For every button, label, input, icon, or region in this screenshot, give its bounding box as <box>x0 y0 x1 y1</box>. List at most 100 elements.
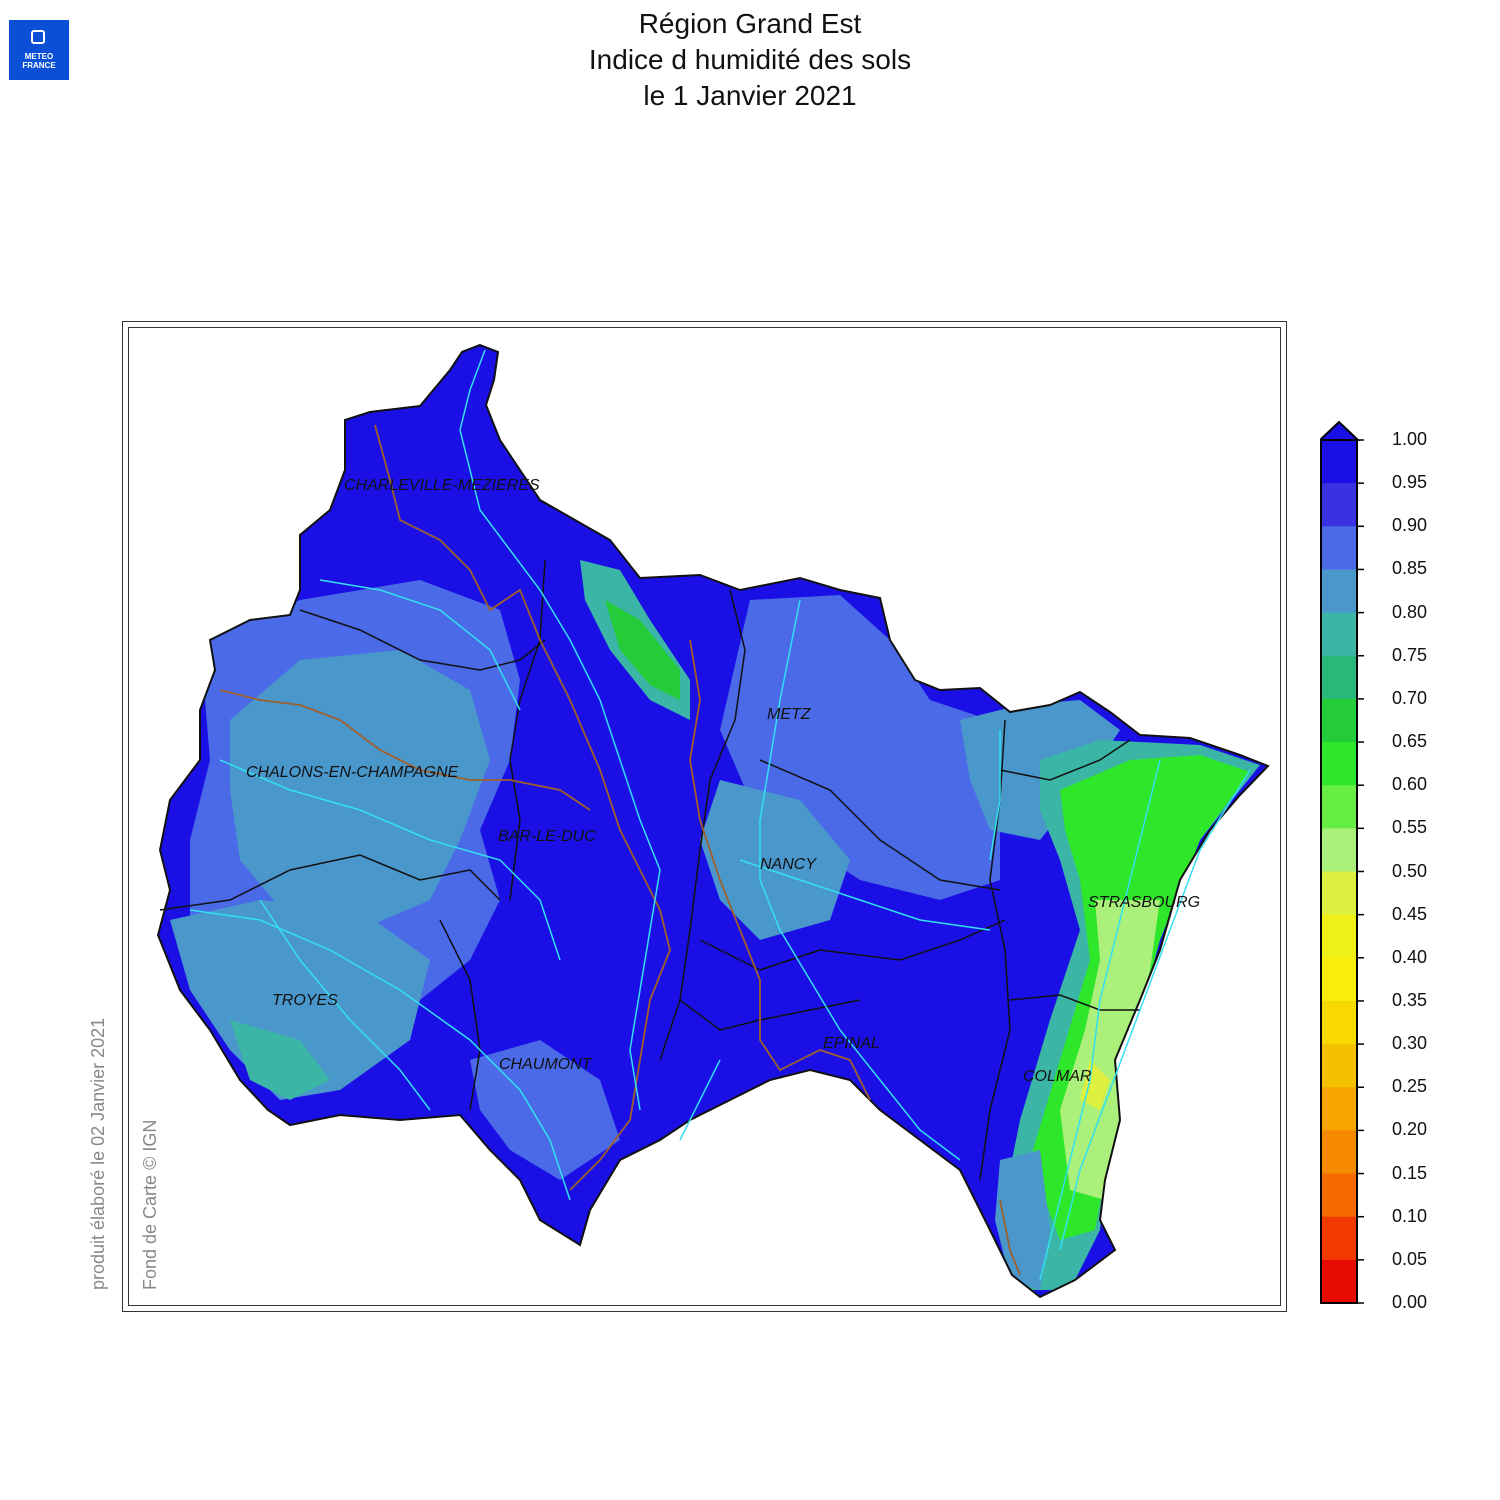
legend-tick-label: 0.40 <box>1392 946 1428 967</box>
map-frame-inner <box>128 327 1281 1306</box>
region-outline <box>156 343 1270 1299</box>
river-rhin <box>1059 769 1251 1251</box>
legend-tick-label: 0.50 <box>1392 860 1428 881</box>
river-aisne <box>319 579 521 711</box>
legend-swatch <box>1321 526 1357 570</box>
river-ill <box>1039 759 1161 1281</box>
river-moselle <box>759 599 961 1161</box>
map-title-variable: Indice d humidité des sols <box>588 44 912 75</box>
legend-tick-label: 0.25 <box>1392 1076 1428 1097</box>
zone-alsace-050 <box>1080 1060 1110 1110</box>
dept-border-bas-haut-rhin <box>1009 994 1140 1011</box>
river-saone <box>679 1059 721 1141</box>
legend-swatch <box>1321 1173 1357 1218</box>
legend-swatch <box>1321 655 1357 700</box>
legend-swatch <box>1321 1087 1357 1131</box>
legend-tick-label: 0.85 <box>1392 558 1428 579</box>
river-meuse <box>459 349 661 1111</box>
legend-tick-label: 0.55 <box>1392 817 1428 838</box>
legend-ticks <box>1357 439 1364 1304</box>
legend-swatch <box>1321 785 1357 829</box>
legend-tick-label: 0.60 <box>1392 774 1428 795</box>
legend-tick-label: 0.20 <box>1392 1119 1428 1140</box>
city-bar-le-duc: BAR-LE-DUC <box>498 828 596 845</box>
city-metz: METZ <box>767 706 812 723</box>
map-credit-text: Fond de Carte © IGN <box>140 1119 160 1290</box>
legend-tick-label: 0.65 <box>1392 731 1428 752</box>
legend-tick-label: 1.00 <box>1392 429 1428 449</box>
basin-border-meuse-moselle <box>689 639 871 1101</box>
legend-tick-label: 0.35 <box>1392 989 1428 1010</box>
city-nancy: NANCY <box>760 856 817 873</box>
rivers <box>189 349 1251 1281</box>
legend-swatch <box>1321 1259 1357 1304</box>
legend-swatch <box>1321 1130 1357 1175</box>
city-troyes: TROYES <box>272 992 338 1009</box>
legend-swatch <box>1321 828 1357 872</box>
dept-border-vosges-north <box>699 919 1006 971</box>
zone-troyes-080 <box>170 900 430 1100</box>
city-colmar: COLMAR <box>1023 1068 1092 1085</box>
basin-border-north <box>374 424 671 1191</box>
legend-extend-arrow-icon <box>1320 420 1361 441</box>
zone-chaumont-085 <box>470 1040 620 1180</box>
legend-swatch <box>1321 698 1357 743</box>
dept-border-meurthe-moselle <box>759 759 1001 891</box>
legend-tick-label: 0.05 <box>1392 1248 1428 1269</box>
legend-swatch <box>1321 914 1357 959</box>
zone-argonne-070 <box>605 600 680 700</box>
legend-tick-label: 0.15 <box>1392 1162 1428 1183</box>
zone-troyes-075 <box>230 1020 330 1100</box>
dept-border-ardennes-marne <box>299 609 546 671</box>
dept-border-moselle-basrhin <box>999 739 1131 781</box>
map-title-date: le 1 Janvier 2021 <box>643 80 857 111</box>
legend-tick-label: 0.90 <box>1392 515 1428 536</box>
logo-line2: FRANCE <box>22 61 56 70</box>
dept-border-marne-aube <box>159 854 501 911</box>
zone-nancy-080 <box>700 780 850 940</box>
city-chalons-en-champagne: CHALONS-EN-CHAMPAGNE <box>246 764 459 781</box>
river-marne <box>219 759 561 961</box>
legend-tick-label: 0.45 <box>1392 903 1428 924</box>
legend-swatch <box>1321 1044 1357 1088</box>
river-aube <box>259 899 431 1111</box>
moisture-field <box>156 343 1270 1299</box>
city-epinal: EPINAL <box>823 1035 880 1052</box>
basin-border-south <box>999 1199 1021 1276</box>
legend-swatches <box>1321 440 1357 1304</box>
basin-borders <box>219 424 1021 1276</box>
map-title-region: Région Grand Est <box>638 8 862 39</box>
meteo-france-logo: METEO FRANCE <box>9 20 69 80</box>
legend-swatch <box>1321 1000 1357 1045</box>
city-strasbourg: STRASBOURG <box>1088 894 1200 911</box>
legend-swatch <box>1321 742 1357 786</box>
basin-border-west <box>219 689 591 811</box>
legend-swatch <box>1321 612 1357 657</box>
dept-border-aube-hautemarne <box>439 919 481 1111</box>
city-labels: CHARLEVILLE-MEZIERES METZ CHALONS-EN-CHA… <box>246 477 1200 1085</box>
city-charleville-mezieres: CHARLEVILLE-MEZIERES <box>344 477 540 494</box>
dept-border-meuse-east <box>659 589 746 1061</box>
legend-swatch <box>1321 871 1357 916</box>
zone-south-alsace-080 <box>995 1150 1050 1290</box>
legend-swatch <box>1321 957 1357 1002</box>
logo-mark-icon <box>31 30 45 44</box>
legend-swatch <box>1321 440 1357 484</box>
zone-alsace-055 <box>1060 900 1160 1200</box>
dept-border-meuse-west <box>509 559 546 901</box>
legend-swatch <box>1321 569 1357 614</box>
legend-swatch <box>1321 1216 1357 1261</box>
map-frame-outer <box>122 321 1287 1312</box>
legend-swatch <box>1321 483 1357 527</box>
logo-line1: METEO <box>24 52 54 61</box>
river-sarre <box>989 730 1001 861</box>
legend-tick-label: 0.95 <box>1392 472 1428 493</box>
legend-tick-label: 0.80 <box>1392 601 1428 622</box>
river-seine <box>189 909 571 1201</box>
legend-colorbar <box>1320 420 1364 1304</box>
production-date-text: produit élaboré le 02 Janvier 2021 <box>88 1017 108 1290</box>
city-chaumont: CHAUMONT <box>499 1056 593 1073</box>
legend-tick-label: 0.70 <box>1392 687 1428 708</box>
legend-tick-label: 0.30 <box>1392 1033 1428 1054</box>
river-meurthe <box>739 859 991 931</box>
